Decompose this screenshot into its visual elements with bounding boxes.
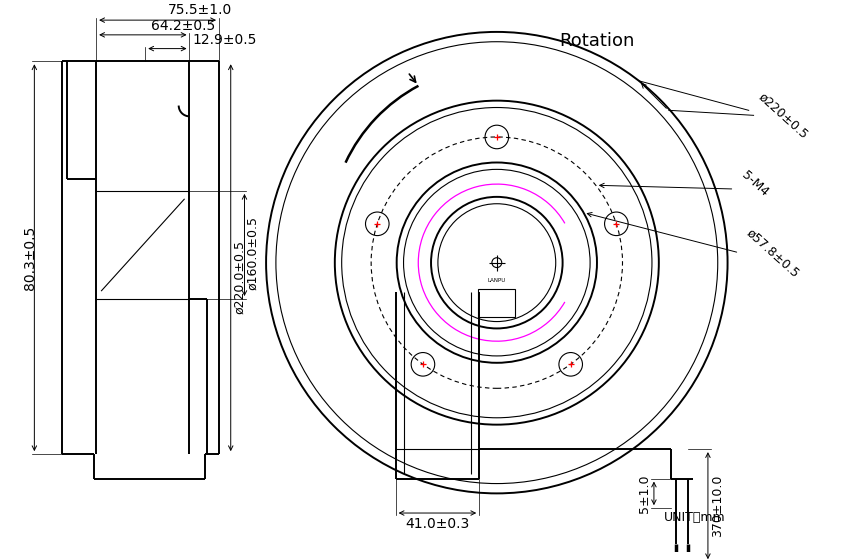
Text: ø160.0±0.5: ø160.0±0.5: [247, 216, 260, 290]
Text: ø220±0.5: ø220±0.5: [756, 90, 811, 141]
Text: Rotation: Rotation: [559, 32, 635, 50]
Text: 370±10.0: 370±10.0: [711, 474, 724, 537]
Text: 41.0±0.3: 41.0±0.3: [405, 517, 469, 531]
Bar: [478, 289, 515, 316]
Text: 80.3±0.5: 80.3±0.5: [23, 226, 37, 290]
Text: LANPU: LANPU: [488, 278, 506, 283]
Text: 5-M4: 5-M4: [740, 169, 772, 199]
Text: UNIT：mm: UNIT：mm: [663, 511, 726, 524]
Text: 75.5±1.0: 75.5±1.0: [167, 3, 231, 17]
Text: 64.2±0.5: 64.2±0.5: [151, 19, 215, 33]
Text: ø220.0±0.5: ø220.0±0.5: [233, 240, 246, 314]
Text: ø57.8±0.5: ø57.8±0.5: [744, 226, 802, 280]
Text: 12.9±0.5: 12.9±0.5: [192, 32, 257, 46]
Text: 5±1.0: 5±1.0: [638, 474, 651, 512]
